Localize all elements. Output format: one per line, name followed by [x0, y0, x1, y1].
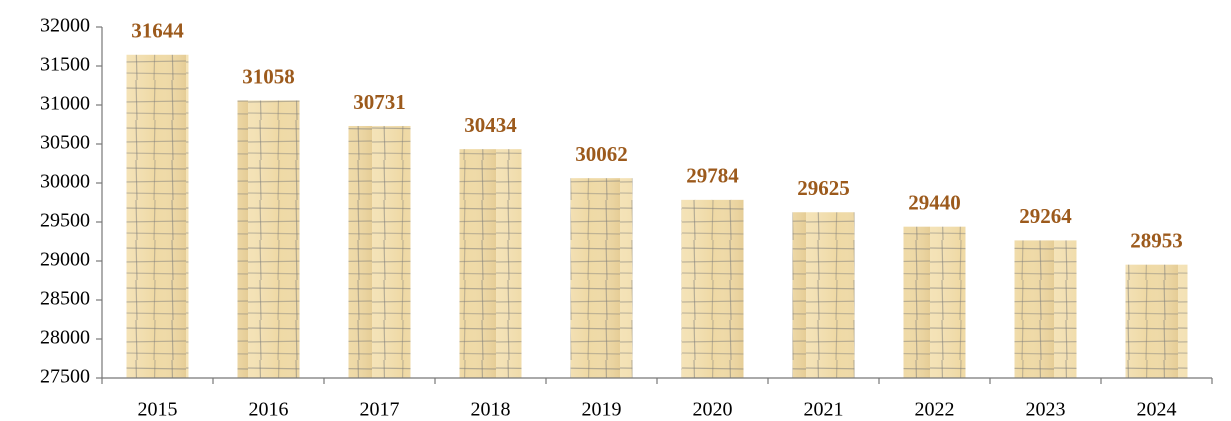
data-label: 29264	[1019, 204, 1072, 228]
x-tick-label: 2023	[1026, 399, 1066, 421]
data-label: 31644	[131, 19, 184, 43]
bar	[1014, 240, 1077, 378]
bar	[348, 125, 411, 379]
y-tick-label: 31500	[40, 54, 90, 76]
bar	[126, 54, 189, 378]
x-tick-label: 2021	[804, 399, 844, 421]
y-tick-label: 30500	[40, 132, 90, 154]
bar	[681, 199, 744, 378]
bar	[792, 212, 855, 378]
bar	[1125, 264, 1188, 378]
bar	[459, 149, 522, 378]
y-tick-label: 28500	[40, 288, 90, 310]
data-label: 30062	[575, 142, 628, 166]
x-tick-label: 2018	[471, 399, 511, 421]
data-label: 30434	[464, 113, 517, 137]
data-label: 29625	[797, 176, 850, 200]
x-tick-label: 2016	[249, 399, 289, 421]
y-tick-label: 31000	[40, 93, 90, 115]
bar	[570, 178, 633, 378]
x-tick-label: 2022	[915, 399, 955, 421]
y-tick-label: 27500	[40, 366, 90, 388]
data-label: 31058	[242, 64, 295, 88]
y-tick-label: 29500	[40, 210, 90, 232]
data-label: 29784	[686, 164, 739, 188]
data-label: 30731	[353, 90, 406, 114]
x-tick-label: 2020	[693, 399, 733, 421]
data-label: 28953	[1130, 228, 1183, 252]
x-tick-label: 2024	[1137, 399, 1177, 421]
bar	[903, 226, 966, 378]
x-tick-label: 2015	[138, 399, 178, 421]
x-tick-label: 2017	[360, 399, 400, 421]
y-tick-label: 29000	[40, 249, 90, 271]
bar	[237, 100, 300, 378]
data-label: 29440	[908, 190, 961, 214]
x-tick-label: 2019	[582, 399, 622, 421]
y-tick-label: 28000	[40, 327, 90, 349]
y-tick-label: 32000	[40, 15, 90, 37]
y-tick-label: 30000	[40, 171, 90, 193]
